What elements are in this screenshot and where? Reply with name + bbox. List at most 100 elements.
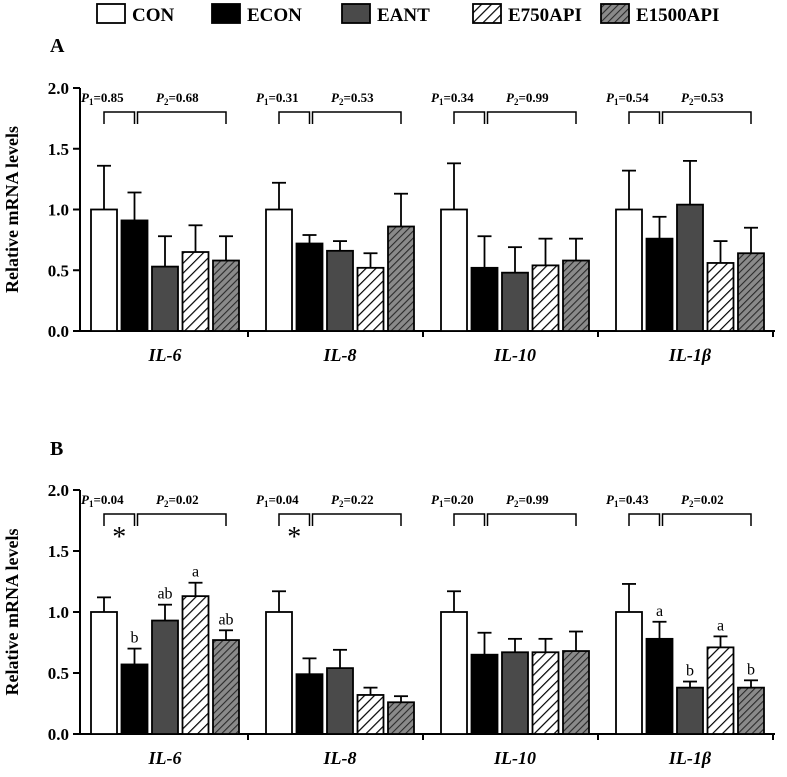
legend-swatch-con (96, 3, 126, 24)
bar-e1500api (562, 259, 590, 332)
y-tick-label: 0.0 (48, 725, 69, 744)
p1-label: P1=0.43 (606, 492, 649, 509)
significance-letter: b (131, 630, 139, 647)
panel-b: B 0.0 0.5 1.0 1.5 2.0 Relative mRNA levels IL-6… (2, 438, 775, 768)
bracket-p2 (661, 513, 752, 526)
bracket-p2 (311, 513, 402, 526)
bar-eant (501, 651, 529, 735)
y-tick-label: 2.0 (48, 79, 69, 98)
legend-swatch-e1500api (600, 3, 630, 24)
bar-con (90, 208, 118, 332)
bar-econ (295, 673, 324, 735)
p1-label: P1=0.20 (431, 492, 474, 509)
x-tick-label: IL-8 (323, 748, 357, 768)
bracket-p1 (103, 111, 136, 124)
bar-e1500api (562, 650, 590, 735)
bar-eant (501, 271, 529, 332)
y-tick-label: 0.5 (48, 664, 69, 683)
bar-econ (470, 266, 499, 332)
bar-e750api (356, 694, 385, 735)
y-tick-label: 0.0 (48, 322, 69, 341)
bar-con (90, 611, 118, 735)
x-tick-label: IL-8 (323, 345, 357, 365)
x-tick-label: IL-6 (148, 345, 182, 365)
p2-label: P2=0.68 (156, 90, 199, 107)
bracket-p1 (453, 111, 486, 124)
p1-label: P1=0.34 (431, 90, 474, 107)
bar-con (265, 208, 293, 332)
y-axis-title: Relative mRNA levels (2, 529, 22, 696)
bar-e1500api (212, 639, 240, 735)
bracket-p1 (278, 513, 311, 526)
p2-label: P2=0.53 (681, 90, 724, 107)
significance-letter: a (656, 603, 663, 620)
bar-e1500api (387, 225, 415, 332)
bracket-p1 (628, 111, 661, 124)
bracket-p1 (103, 513, 136, 526)
y-tick-label: 1.0 (48, 201, 69, 220)
bar-econ (120, 663, 149, 735)
legend-label-eant: EANT (377, 5, 430, 26)
bar-eant (151, 265, 179, 332)
bar-e750api (706, 646, 735, 735)
bar-e1500api (737, 252, 765, 332)
bracket-p2 (136, 111, 227, 124)
bar-eant (676, 203, 704, 332)
significance-letter: b (747, 661, 755, 678)
panel-label: A (50, 35, 65, 57)
significance-star: * (287, 522, 301, 553)
legend-swatch-e750api (472, 3, 502, 24)
bracket-p1 (278, 111, 311, 124)
significance-star: * (112, 522, 126, 553)
legend-label-con: CON (132, 5, 175, 26)
bar-e750api (531, 264, 560, 332)
bar-econ (295, 242, 324, 332)
bar-con (615, 611, 643, 735)
bracket-p2 (661, 111, 752, 124)
significance-letter: ab (218, 611, 233, 628)
legend: CON ECON EANT E750API E1500API (96, 3, 719, 26)
bar-e750api (531, 651, 560, 735)
bracket-p1 (453, 513, 486, 526)
bracket-p2 (136, 513, 227, 526)
legend-label-econ: ECON (247, 5, 302, 26)
significance-letter: a (717, 617, 724, 634)
p2-label: P2=0.02 (156, 492, 199, 509)
bar-con (440, 208, 468, 332)
x-tick-label: IL-1β (668, 748, 712, 768)
x-tick-label: IL-1β (668, 345, 712, 365)
bar-con (615, 208, 643, 332)
p1-label: P1=0.04 (256, 492, 299, 509)
bracket-p2 (311, 111, 402, 124)
bracket-p2 (486, 111, 577, 124)
legend-swatch-eant (341, 3, 371, 24)
p1-label: P1=0.54 (606, 90, 649, 107)
y-axis-title: Relative mRNA levels (2, 126, 22, 293)
bar-e750api (356, 266, 385, 332)
p1-label: P1=0.04 (81, 492, 124, 509)
bar-eant (326, 667, 354, 735)
p2-label: P2=0.99 (506, 492, 549, 509)
bar-eant (151, 619, 179, 735)
x-tick-label: IL-10 (493, 748, 536, 768)
y-tick-label: 1.5 (48, 140, 69, 159)
bar-e750api (181, 595, 210, 735)
significance-letter: b (686, 663, 694, 680)
y-tick-label: 1.5 (48, 542, 69, 561)
significance-letter: ab (157, 586, 172, 603)
bar-econ (120, 219, 149, 332)
p2-label: P2=0.02 (681, 492, 724, 509)
y-tick-label: 0.5 (48, 261, 69, 280)
bar-econ (645, 237, 674, 332)
bar-econ (645, 637, 674, 735)
bar-e750api (181, 251, 210, 332)
bracket-p1 (628, 513, 661, 526)
bracket-p2 (486, 513, 577, 526)
bar-con (265, 611, 293, 735)
bar-econ (470, 653, 499, 735)
y-tick-label: 2.0 (48, 481, 69, 500)
panel-a: A 0.0 0.5 1.0 1.5 2.0 Relative mRNA levels IL-6… (2, 35, 775, 365)
p2-label: P2=0.53 (331, 90, 374, 107)
significance-letter: a (192, 564, 199, 581)
legend-label-e1500api: E1500API (636, 5, 719, 26)
